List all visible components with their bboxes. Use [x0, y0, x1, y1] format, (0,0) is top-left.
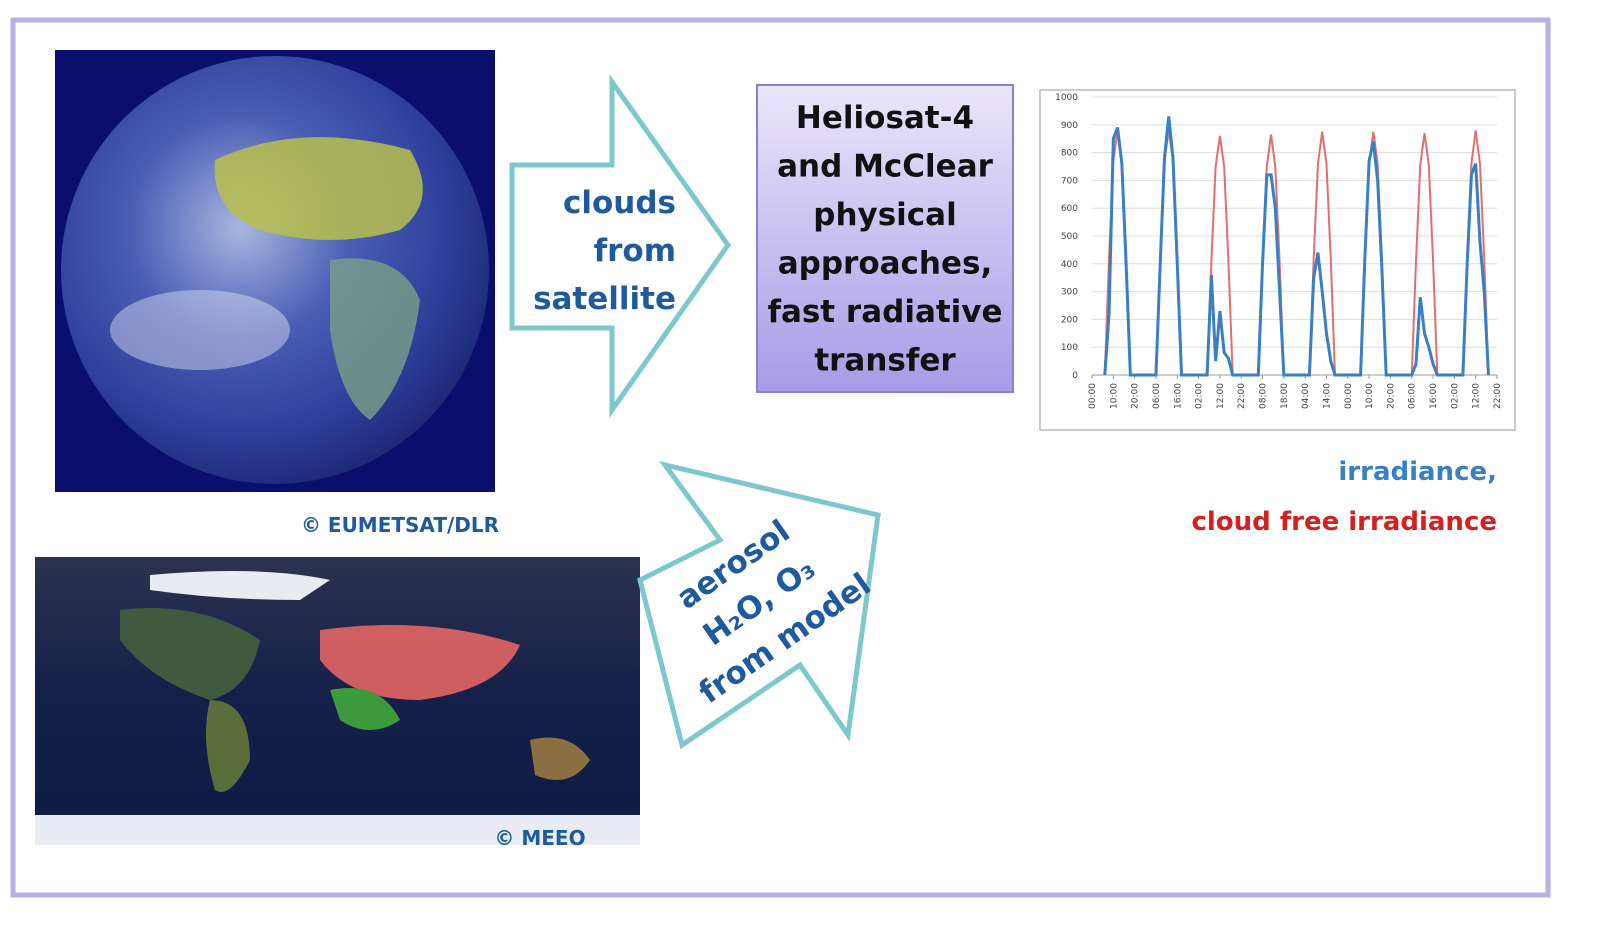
x-tick-label: 00:00 [1344, 383, 1354, 409]
arrow-satellite [509, 74, 732, 418]
x-tick-label: 12:00 [1472, 383, 1482, 409]
credit: © EUMETSAT/DLR [301, 513, 499, 537]
y-tick-label: 600 [1061, 204, 1078, 214]
y-tick-label: 700 [1061, 176, 1078, 186]
land [120, 608, 260, 700]
x-tick-label: 08:00 [1259, 383, 1269, 409]
box-line: approaches, [778, 246, 993, 282]
credit: © MEEO [494, 826, 585, 850]
y-tick-label: 1000 [1055, 93, 1078, 103]
antarctica [35, 815, 640, 845]
x-tick-label: 06:00 [1408, 383, 1418, 409]
ice [150, 571, 330, 600]
legend-entry: cloud free irradiance [1191, 507, 1497, 537]
earth [61, 56, 489, 484]
land [214, 137, 423, 240]
x-tick-label: 18:00 [1280, 383, 1290, 409]
land [206, 700, 250, 792]
arrow-label: clouds [563, 185, 676, 221]
box-line: and McClear [777, 149, 994, 185]
x-tick-label: 20:00 [1131, 383, 1141, 409]
x-tick-label: 10:00 [1109, 383, 1119, 409]
x-tick-label: 02:00 [1195, 383, 1205, 409]
box-line: Heliosat-4 [796, 100, 974, 136]
box-line: transfer [814, 343, 956, 379]
x-tick-label: 20:00 [1386, 383, 1396, 409]
clouds [110, 290, 290, 370]
y-tick-label: 900 [1061, 121, 1078, 131]
x-tick-label: 00:00 [1088, 383, 1098, 409]
y-tick-label: 400 [1061, 260, 1078, 270]
x-tick-label: 16:00 [1173, 383, 1183, 409]
y-tick-label: 800 [1061, 149, 1078, 159]
x-tick-label: 04:00 [1301, 383, 1311, 409]
land [330, 688, 400, 730]
y-tick-label: 100 [1061, 343, 1078, 353]
aerosol [320, 625, 520, 700]
land [530, 737, 590, 780]
process-box [756, 84, 1014, 393]
x-tick-label: 10:00 [1365, 383, 1375, 409]
x-tick-label: 14:00 [1322, 383, 1332, 409]
x-tick-label: 16:00 [1429, 383, 1439, 409]
box-line: physical [813, 197, 956, 233]
series-line [1103, 116, 1490, 377]
box-line: fast radiative [767, 294, 1002, 330]
x-tick-label: 02:00 [1450, 383, 1460, 409]
arrow-model [637, 461, 881, 750]
x-tick-label: 12:00 [1216, 383, 1226, 409]
y-tick-label: 500 [1061, 232, 1078, 242]
y-tick-label: 200 [1061, 315, 1078, 325]
land [330, 258, 420, 420]
arrow-label: from [594, 233, 676, 269]
y-tick-label: 300 [1061, 288, 1078, 298]
x-tick-label: 06:00 [1152, 383, 1162, 409]
x-tick-label: 22:00 [1493, 383, 1503, 409]
arrow-label: satellite [533, 281, 676, 317]
x-tick-label: 22:00 [1237, 383, 1247, 409]
legend-entry: irradiance, [1338, 457, 1497, 487]
y-tick-label: 0 [1072, 371, 1078, 381]
